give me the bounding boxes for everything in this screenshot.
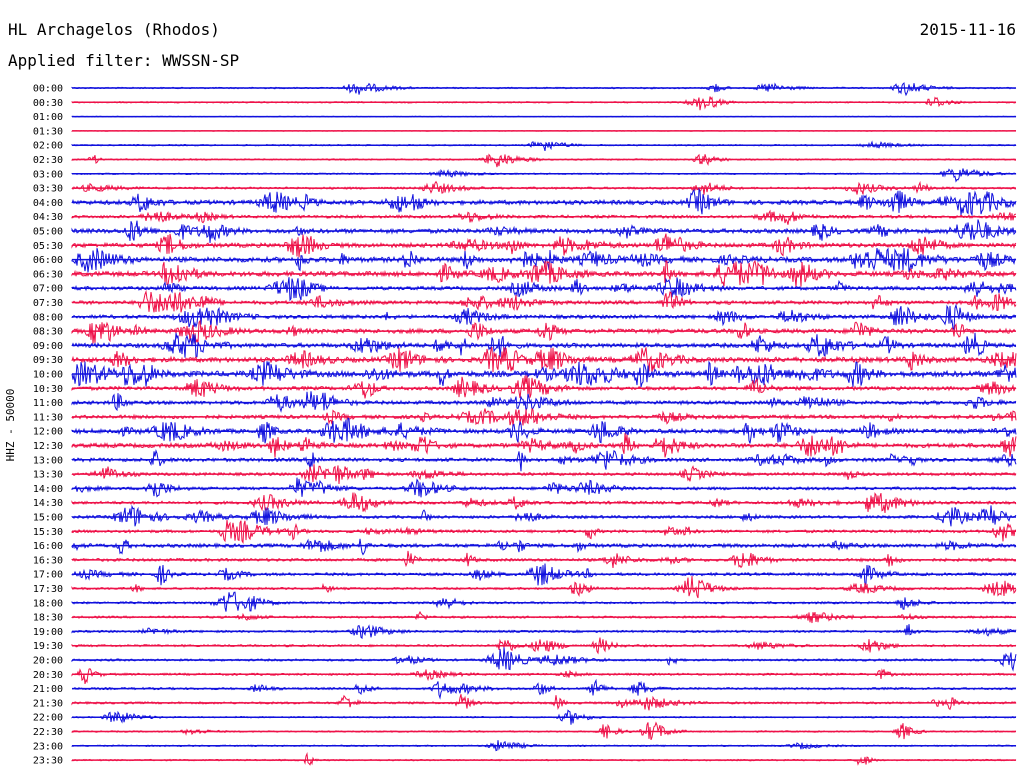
time-tick-label: 15:30 bbox=[33, 527, 63, 538]
seismic-trace-row bbox=[71, 647, 1017, 672]
time-tick-label: 20:30 bbox=[33, 670, 63, 681]
time-tick-label: 06:00 bbox=[33, 255, 63, 266]
seismic-trace-row bbox=[71, 477, 1017, 498]
y-axis-label-group: HHZ - 50000 bbox=[4, 389, 17, 462]
time-tick-label: 18:30 bbox=[33, 613, 63, 624]
seismic-trace-row bbox=[71, 375, 1017, 399]
time-tick-label: 08:00 bbox=[33, 312, 63, 323]
time-tick-label: 05:30 bbox=[33, 241, 63, 252]
time-tick-label: 03:00 bbox=[33, 169, 63, 180]
time-tick-label: 12:00 bbox=[33, 427, 63, 438]
time-tick-label: 08:30 bbox=[33, 327, 63, 338]
seismic-trace-row bbox=[71, 319, 1017, 344]
time-tick-label: 11:00 bbox=[33, 398, 63, 409]
time-tick-label: 17:00 bbox=[33, 570, 63, 581]
filter-label: Applied filter: WWSSN-SP bbox=[8, 51, 240, 70]
time-tick-label: 17:30 bbox=[33, 584, 63, 595]
time-tick-label: 21:30 bbox=[33, 698, 63, 709]
time-tick-label: 23:30 bbox=[33, 756, 63, 767]
time-tick-label: 03:30 bbox=[33, 184, 63, 195]
time-tick-label: 18:00 bbox=[33, 598, 63, 609]
seismic-trace-row bbox=[71, 96, 1017, 111]
time-tick-label: 16:30 bbox=[33, 555, 63, 566]
time-tick-label: 14:00 bbox=[33, 484, 63, 495]
time-tick-label: 07:00 bbox=[33, 284, 63, 295]
seismic-trace-row bbox=[71, 168, 1017, 183]
time-tick-label: 07:30 bbox=[33, 298, 63, 309]
time-tick-label: 00:00 bbox=[33, 84, 63, 95]
seismic-trace-row bbox=[71, 391, 1017, 413]
time-tick-label: 00:30 bbox=[33, 98, 63, 109]
seismic-trace-row bbox=[71, 209, 1016, 225]
time-tick-label: 23:00 bbox=[33, 741, 63, 752]
time-tick-label: 16:00 bbox=[33, 541, 63, 552]
time-tick-label: 12:30 bbox=[33, 441, 63, 452]
time-tick-label: 02:00 bbox=[33, 141, 63, 152]
y-axis-label: HHZ - 50000 bbox=[4, 389, 17, 462]
seismic-trace-row bbox=[71, 538, 1017, 556]
time-tick-label: 13:00 bbox=[33, 455, 63, 466]
seismic-trace-row bbox=[71, 668, 1017, 685]
time-tick-label: 19:00 bbox=[33, 627, 63, 638]
time-tick-label: 04:30 bbox=[33, 212, 63, 223]
time-tick-label: 06:30 bbox=[33, 269, 63, 280]
seismic-trace-row bbox=[71, 504, 1017, 527]
time-tick-label: 22:30 bbox=[33, 727, 63, 738]
time-tick-label: 04:00 bbox=[33, 198, 63, 209]
seismic-trace-row bbox=[71, 360, 1017, 388]
time-tick-label: 01:00 bbox=[33, 112, 63, 123]
seismic-trace-row bbox=[71, 591, 1017, 612]
time-tick-label: 22:00 bbox=[33, 713, 63, 724]
seismic-trace-row bbox=[71, 751, 1017, 766]
time-tick-label: 09:00 bbox=[33, 341, 63, 352]
time-tick-label: 09:30 bbox=[33, 355, 63, 366]
time-tick-label: 02:30 bbox=[33, 155, 63, 166]
time-tick-label: 10:00 bbox=[33, 370, 63, 381]
time-tick-label: 05:00 bbox=[33, 227, 63, 238]
time-tick-label: 01:30 bbox=[33, 126, 63, 137]
time-tick-label: 20:00 bbox=[33, 656, 63, 667]
station-title: HL Archagelos (Rhodos) bbox=[8, 20, 220, 39]
time-tick-label: 15:00 bbox=[33, 513, 63, 524]
time-tick-label: 19:30 bbox=[33, 641, 63, 652]
time-tick-label: 11:30 bbox=[33, 412, 63, 423]
seismic-traces bbox=[71, 82, 1017, 766]
time-tick-label: 14:30 bbox=[33, 498, 63, 509]
record-date: 2015-11-16 bbox=[919, 20, 1016, 39]
seismic-trace-row bbox=[71, 82, 1017, 97]
seismic-trace-row bbox=[71, 346, 1017, 373]
seismic-trace-row bbox=[71, 448, 1017, 472]
time-tick-label: 10:30 bbox=[33, 384, 63, 395]
time-tick-label: 21:00 bbox=[33, 684, 63, 695]
seismic-trace-row bbox=[71, 153, 1017, 168]
time-tick-labels: 00:00 00:30 01:00 01:30 02:00 02:30 03:00 03:30… bbox=[33, 84, 63, 767]
time-tick-label: 13:30 bbox=[33, 470, 63, 481]
seismic-trace-row bbox=[71, 140, 1017, 152]
